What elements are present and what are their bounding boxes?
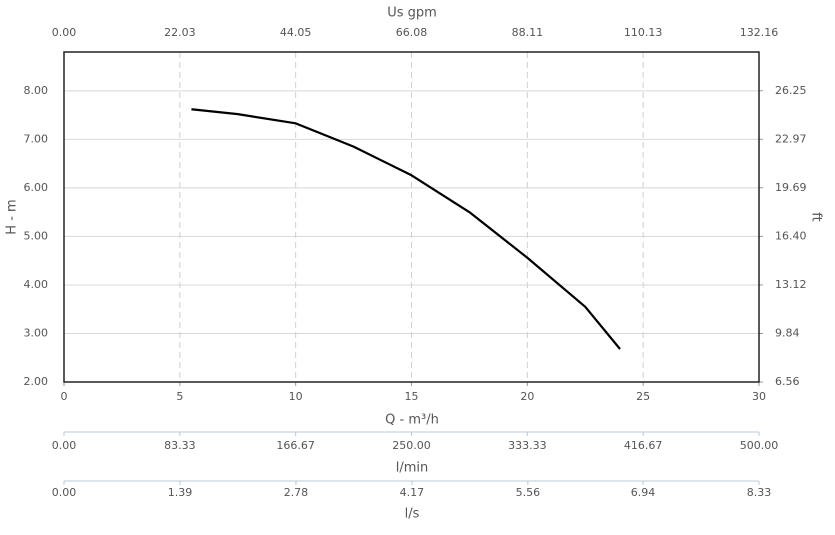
extra-tick-label: 8.33 — [747, 486, 772, 499]
y-tick-label: 6.00 — [24, 181, 49, 194]
extra-tick-label: 0.00 — [52, 486, 77, 499]
top-tick-label: 0.00 — [52, 26, 77, 39]
top-tick-label: 110.13 — [624, 26, 663, 39]
y2-tick-label: 6.56 — [775, 375, 800, 388]
extra-tick-label: 250.00 — [392, 439, 431, 452]
y-tick-label: 4.00 — [24, 278, 49, 291]
x-tick-label: 5 — [176, 390, 183, 403]
y2-tick-label: 16.40 — [775, 229, 807, 242]
extra-axis-title: l/min — [396, 461, 429, 476]
top-tick-label: 22.03 — [164, 26, 196, 39]
extra-tick-label: 0.00 — [52, 439, 77, 452]
y-tick-label: 8.00 — [24, 84, 49, 97]
x-tick-label: 10 — [289, 390, 303, 403]
extra-tick-label: 416.67 — [624, 439, 663, 452]
y2-tick-label: 19.69 — [775, 181, 807, 194]
x-tick-label: 30 — [752, 390, 766, 403]
extra-tick-label: 2.78 — [284, 486, 309, 499]
extra-tick-label: 500.00 — [740, 439, 779, 452]
extra-tick-label: 5.56 — [516, 486, 541, 499]
x-tick-label: 15 — [405, 390, 419, 403]
y2-tick-label: 26.25 — [775, 84, 807, 97]
extra-tick-label: 333.33 — [508, 439, 547, 452]
x-tick-label: 25 — [636, 390, 650, 403]
y-tick-label: 2.00 — [24, 375, 49, 388]
plot-frame — [63, 51, 760, 383]
x-axis-title: Q - m³/h — [385, 413, 439, 428]
top-tick-label: 132.16 — [740, 26, 779, 39]
top-axis-title: Us gpm — [387, 6, 437, 21]
y-tick-label: 7.00 — [24, 132, 49, 145]
y-axis-title: H - m — [5, 199, 20, 234]
extra-tick-label: 166.67 — [276, 439, 315, 452]
x-tick-label: 20 — [520, 390, 534, 403]
extra-axis-title: l/s — [405, 507, 420, 522]
top-tick-label: 44.05 — [280, 26, 312, 39]
extra-tick-label: 83.33 — [164, 439, 196, 452]
y-tick-label: 5.00 — [24, 229, 49, 242]
top-tick-label: 88.11 — [512, 26, 544, 39]
extra-tick-label: 4.17 — [400, 486, 425, 499]
y2-tick-label: 13.12 — [775, 278, 807, 291]
top-tick-label: 66.08 — [396, 26, 428, 39]
extra-tick-label: 6.94 — [631, 486, 656, 499]
extra-tick-label: 1.39 — [168, 486, 193, 499]
y2-tick-label: 22.97 — [775, 132, 807, 145]
y2-tick-label: 9.84 — [775, 326, 800, 339]
x-tick-label: 0 — [61, 390, 68, 403]
y-tick-label: 3.00 — [24, 326, 49, 339]
pump-curve — [191, 108, 621, 350]
y2-axis-title: ft — [809, 212, 824, 221]
